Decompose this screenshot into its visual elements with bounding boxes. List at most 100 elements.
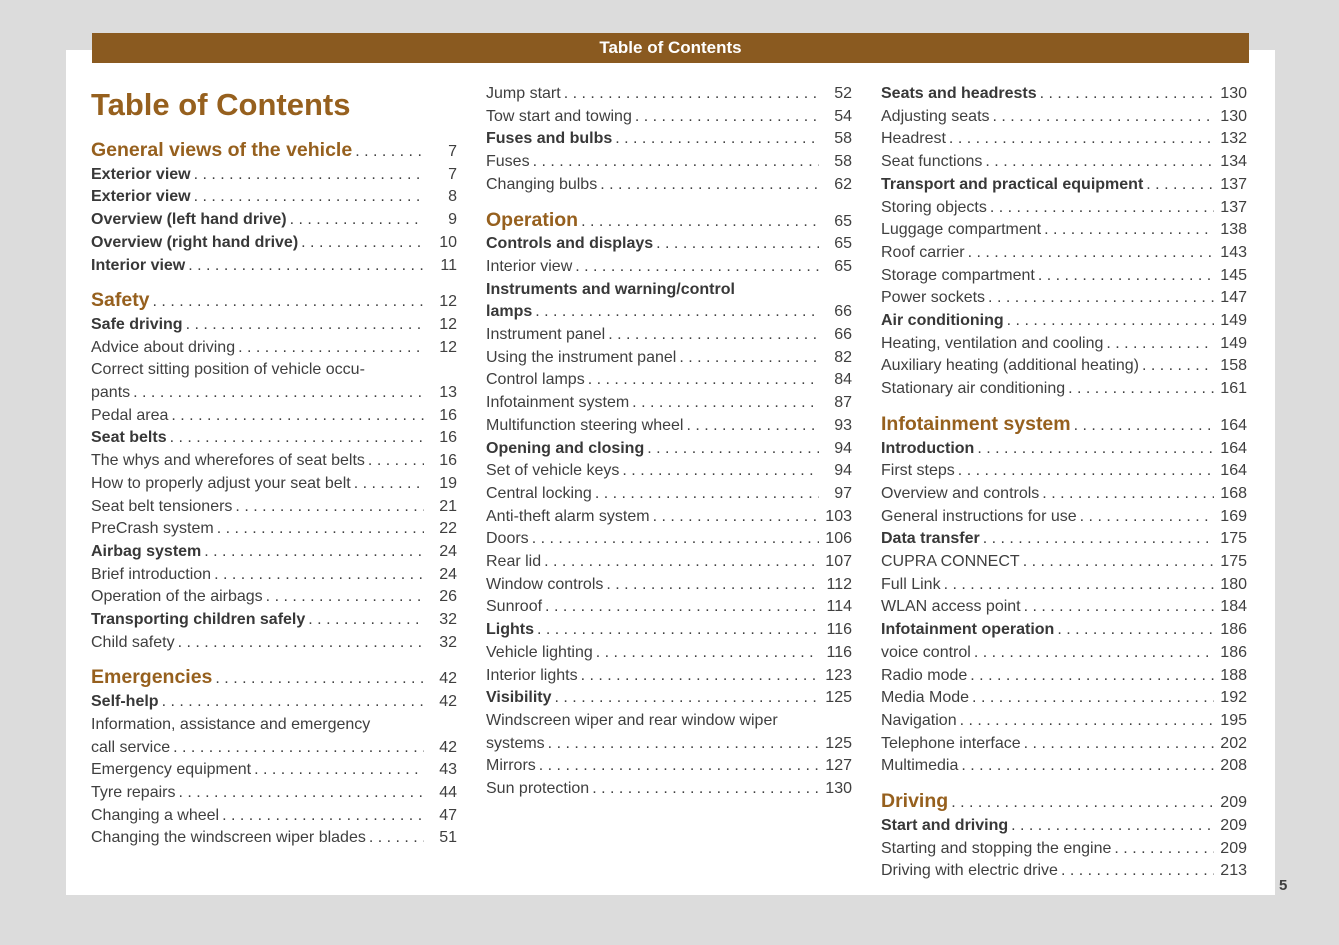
toc-entry-page: 143	[1220, 243, 1247, 261]
toc-entry: Auxiliary heating (additional heating) 15…	[881, 355, 1247, 378]
dot-leader	[983, 528, 1214, 551]
toc-entry-row: Roof carrier 143	[881, 242, 1247, 265]
toc-entry-label: Infotainment operation	[881, 621, 1055, 639]
toc-entry: Emergency equipment 43	[91, 759, 457, 782]
toc-entry-page: 158	[1220, 357, 1247, 375]
toc-entry-page: 44	[439, 783, 457, 801]
toc-entry-row: Child safety 32	[91, 632, 457, 655]
toc-entry-row: Headrest 132	[881, 128, 1247, 151]
toc-entry-row: Overview (right hand drive) 10	[91, 232, 457, 255]
toc-entry-label: Changing bulbs	[486, 175, 598, 193]
toc-entry: Multimedia 208	[881, 755, 1247, 778]
dot-leader	[988, 287, 1214, 310]
toc-entry: Data transfer 175	[881, 528, 1247, 551]
toc-entry-label: Overview and controls	[881, 484, 1040, 502]
dot-leader	[615, 128, 819, 151]
toc-entry: voice control 186	[881, 642, 1247, 665]
toc-entry-label: Adjusting seats	[881, 107, 990, 125]
toc-entry-row: Infotainment operation 186	[881, 619, 1247, 642]
toc-entry-label: Pedal area	[91, 406, 169, 424]
toc-entry-row: Navigation 195	[881, 710, 1247, 733]
toc-entry-page: 188	[1220, 666, 1247, 684]
toc-entry-label: Mirrors	[486, 757, 536, 775]
toc-entry-page: 97	[834, 484, 852, 502]
toc-entry-page: 21	[439, 497, 457, 515]
dot-leader	[608, 324, 819, 347]
toc-entry: Control lamps 84	[486, 369, 852, 392]
toc-entry-row: Seat belts 16	[91, 427, 457, 450]
toc-entry-label: Operation of the airbags	[91, 588, 263, 606]
toc-entry-label: Safe driving	[91, 315, 183, 333]
toc-entry: Mirrors 127	[486, 755, 852, 778]
toc-entry: Navigation 195	[881, 710, 1247, 733]
toc-entry-page: 149	[1220, 334, 1247, 352]
dot-leader	[178, 782, 424, 805]
toc-entry: Introduction 164	[881, 438, 1247, 461]
toc-entry: Exterior view 8	[91, 186, 457, 209]
toc-entry: Exterior view 7	[91, 164, 457, 187]
toc-entry-page: 66	[834, 326, 852, 344]
toc-entry-page: 209	[1220, 816, 1247, 834]
toc-entry: Storage compartment 145	[881, 265, 1247, 288]
dot-leader	[545, 596, 819, 619]
toc-entry-label: Central locking	[486, 484, 592, 502]
toc-entry-label: Navigation	[881, 711, 957, 729]
toc-entry-label: Starting and stopping the engine	[881, 839, 1112, 857]
toc-entry-page: 65	[834, 257, 852, 275]
toc-entry-row: Starting and stopping the engine 209	[881, 838, 1247, 861]
toc-entry-label: Infotainment system	[881, 412, 1071, 435]
toc-entry-label: Controls and displays	[486, 235, 654, 253]
toc-entry: Changing the windscreen wiper blades 51	[91, 827, 457, 850]
dot-leader	[1106, 333, 1214, 356]
toc-entry: Storing objects 137	[881, 197, 1247, 220]
toc-entry-page: 32	[439, 611, 457, 629]
dot-leader	[977, 438, 1214, 461]
toc-entry-page: 58	[834, 153, 852, 171]
toc-entry-label: Media Mode	[881, 689, 970, 707]
toc-entry-row: Overview (left hand drive) 9	[91, 209, 457, 232]
toc-entry: Child safety 32	[91, 632, 457, 655]
toc-entry-page: 47	[439, 806, 457, 824]
toc-entry: Sunroof 114	[486, 596, 852, 619]
toc-entry: Adjusting seats 130	[881, 106, 1247, 129]
toc-entry-row: Adjusting seats 130	[881, 106, 1247, 129]
toc-entry-row: Operation of the airbags 26	[91, 586, 457, 609]
dot-leader	[968, 242, 1214, 265]
toc-entry-row: Changing bulbs 62	[486, 174, 852, 197]
toc-entry-label: Stationary air conditioning	[881, 380, 1066, 398]
dot-leader	[944, 574, 1214, 597]
toc-entry-label: Radio mode	[881, 666, 968, 684]
dot-leader	[970, 665, 1214, 688]
toc-entry-label: Changing the windscreen wiper blades	[91, 829, 366, 847]
toc-entry-row: Power sockets 147	[881, 287, 1247, 310]
toc-section-entry: General views of the vehicle 7	[91, 138, 457, 164]
toc-entry-label: Telephone interface	[881, 734, 1021, 752]
dot-leader	[1080, 506, 1214, 529]
dot-leader	[592, 778, 819, 801]
toc-entry-page: 112	[826, 575, 852, 593]
toc-entry-label: Tyre repairs	[91, 783, 176, 801]
toc-entry-row: Sun protection 130	[486, 778, 852, 801]
toc-entry-row: Instrument panel 66	[486, 324, 852, 347]
dot-leader	[235, 496, 424, 519]
dot-leader	[1074, 415, 1214, 438]
toc-entry-label: Headrest	[881, 130, 946, 148]
toc-entry-label: Advice about driving	[91, 338, 236, 356]
toc-entry-page: 145	[1220, 266, 1247, 284]
toc-entry-label: First steps	[881, 462, 955, 480]
toc-entry-row: Radio mode 188	[881, 665, 1247, 688]
dot-leader	[308, 609, 424, 632]
toc-entry-label: Opening and closing	[486, 439, 645, 457]
toc-entry: Central locking 97	[486, 483, 852, 506]
toc-entry-label: Heating, ventilation and cooling	[881, 334, 1104, 352]
toc-entry-label: Seat functions	[881, 153, 983, 171]
toc-entry-label: General views of the vehicle	[91, 139, 353, 161]
toc-entry-page: 107	[825, 553, 852, 571]
dot-leader	[535, 301, 819, 324]
toc-entry-page: 132	[1220, 130, 1247, 148]
toc-entry: First steps 164	[881, 460, 1247, 483]
toc-entry: Opening and closing 94	[486, 438, 852, 461]
toc-entry-label: Fuses and bulbs	[486, 130, 613, 148]
toc-entry: Correct sitting position of vehicle occu…	[91, 359, 457, 404]
toc-entry-page: 130	[1220, 107, 1247, 125]
